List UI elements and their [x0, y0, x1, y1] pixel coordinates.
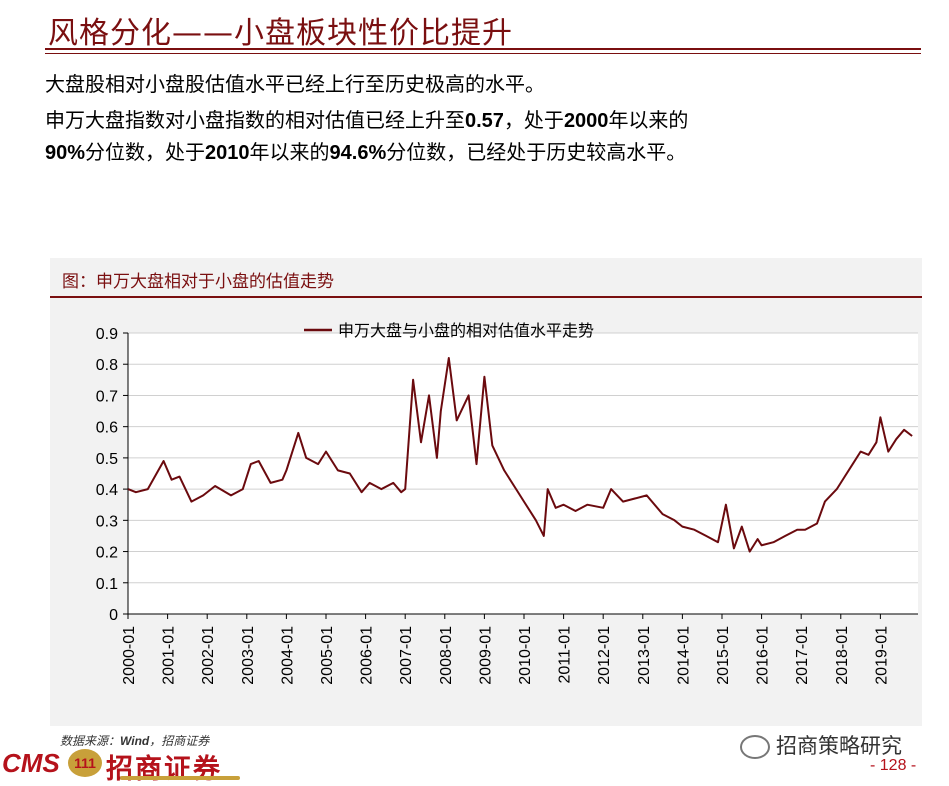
x-tick-label: 2001-01	[161, 626, 178, 685]
body-line-1: 大盘股相对小盘股估值水平已经上行至历史极高的水平。	[45, 72, 545, 96]
cms-logo-badge-icon: 111	[68, 749, 102, 777]
body-line-2: 申万大盘指数对小盘指数的相对估值已经上升至0.57，处于2000年以来的	[45, 108, 689, 132]
y-tick-label: 0.8	[96, 357, 118, 374]
y-tick-label: 0	[109, 607, 118, 624]
x-tick-label: 2004-01	[279, 626, 296, 685]
x-tick-label: 2009-01	[477, 626, 494, 685]
x-tick-label: 2000-01	[121, 626, 138, 685]
wechat-account: 招商策略研究	[740, 730, 902, 760]
y-tick-label: 0.6	[96, 420, 118, 437]
slide-title: 风格分化——小盘板块性价比提升	[48, 16, 513, 51]
y-tick-label: 0.4	[96, 482, 118, 499]
x-tick-label: 2013-01	[636, 626, 653, 685]
wechat-icon	[740, 735, 770, 759]
y-tick-label: 0.9	[96, 326, 118, 343]
y-tick-label: 0.5	[96, 451, 118, 468]
figure-caption: 图：申万大盘相对于小盘的估值走势	[62, 272, 334, 292]
legend-label: 申万大盘与小盘的相对估值水平走势	[338, 321, 594, 340]
wechat-account-name: 招商策略研究	[776, 734, 902, 758]
x-tick-label: 2017-01	[794, 626, 811, 685]
x-tick-label: 2002-01	[200, 626, 217, 685]
body-line-3: 90%分位数，处于2010年以来的94.6%分位数，已经处于历史较高水平。	[45, 140, 687, 164]
title-underline	[45, 48, 921, 50]
x-tick-label: 2019-01	[873, 626, 890, 685]
x-tick-label: 2012-01	[596, 626, 613, 685]
x-tick-label: 2018-01	[834, 626, 851, 685]
x-tick-label: 2015-01	[715, 626, 732, 685]
cms-logo-chinese: 招商证券	[106, 754, 222, 785]
cms-logo-text: CMS	[2, 748, 60, 778]
y-tick-label: 0.3	[96, 513, 118, 530]
logo-swoosh	[120, 776, 240, 780]
page-number: - 128 -	[870, 757, 917, 774]
y-tick-label: 0.7	[96, 388, 118, 405]
data-source: 数据来源：Wind，招商证券	[60, 734, 210, 748]
y-tick-label: 0.1	[96, 576, 118, 593]
x-tick-label: 2003-01	[240, 626, 257, 685]
series-line	[127, 357, 913, 553]
figure-caption-rule	[50, 296, 922, 298]
x-tick-label: 2010-01	[517, 626, 534, 685]
x-tick-label: 2005-01	[319, 626, 336, 685]
x-tick-label: 2016-01	[755, 626, 772, 685]
x-tick-label: 2014-01	[675, 626, 692, 685]
x-tick-label: 2007-01	[398, 626, 415, 685]
x-tick-label: 2011-01	[557, 626, 574, 684]
y-tick-label: 0.2	[96, 545, 118, 562]
title-underline-thin	[45, 53, 921, 54]
x-tick-label: 2008-01	[438, 626, 455, 685]
x-tick-label: 2006-01	[359, 626, 376, 685]
plot-area	[128, 333, 918, 614]
